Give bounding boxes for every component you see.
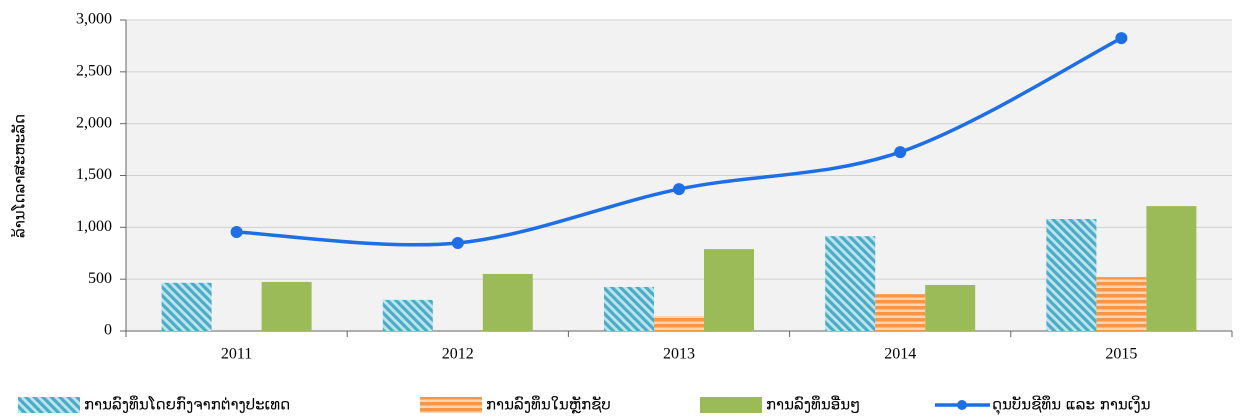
bar	[604, 286, 654, 331]
bar	[1146, 206, 1197, 331]
line-marker	[230, 225, 243, 238]
bar	[825, 236, 876, 331]
line-marker	[1115, 32, 1128, 45]
y-tick-label: 0	[104, 322, 112, 339]
x-tick-label: 2015	[1105, 346, 1137, 363]
line-marker	[673, 183, 685, 196]
legend-swatch	[420, 397, 482, 413]
y-tick-label: 1,500	[76, 166, 112, 183]
bar	[654, 315, 704, 331]
bar	[1096, 277, 1147, 331]
line-marker	[894, 146, 907, 159]
x-tick-label: 2014	[884, 346, 916, 363]
legend-swatch	[700, 397, 762, 413]
y-tick-label: 2,000	[76, 114, 112, 131]
bar	[704, 249, 754, 331]
bar	[382, 299, 433, 331]
y-tick-label: 2,500	[76, 63, 112, 80]
x-tick-label: 2012	[442, 346, 474, 363]
legend-swatch	[18, 397, 80, 413]
legend-marker	[957, 400, 967, 410]
x-tick-label: 2013	[663, 346, 695, 363]
bar	[261, 281, 312, 331]
y-axis-label: ລ້ານໂດລາສະຫະລັດ	[9, 114, 28, 238]
legend-label: ການລົງທຶນອື່ນໆ	[766, 394, 860, 413]
y-tick-label: 3,000	[76, 11, 112, 28]
bar	[1046, 219, 1097, 331]
bar	[161, 282, 212, 331]
legend-label: ການລົງທຶນໂດຍກົງຈາກຕ່າງປະເທດ	[84, 394, 290, 413]
bar	[875, 294, 926, 331]
y-tick-label: 500	[88, 270, 112, 287]
legend-label: ດຸນບັນຊີທຶນ ແລະ ການເງິນ	[992, 394, 1151, 415]
x-tick-label: 2011	[221, 346, 252, 363]
bar	[925, 284, 976, 331]
legend-label: ການລົງທຶນໃນຫຼັກຊັບ	[486, 394, 611, 413]
y-tick-label: 1,000	[76, 218, 112, 235]
bar	[482, 273, 533, 331]
line-marker	[451, 236, 464, 249]
